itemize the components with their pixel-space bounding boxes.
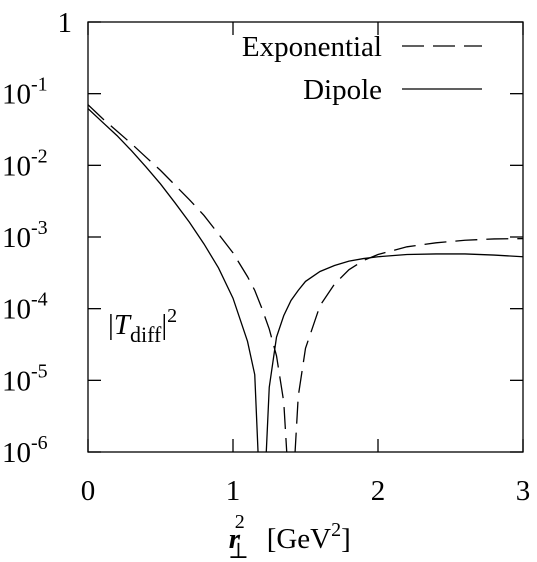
x-tick-label: 2 (371, 475, 386, 507)
legend-label: Dipole (303, 74, 382, 106)
y-tick-exp: -4 (31, 289, 48, 311)
y-tick-label: 10-4 (2, 289, 48, 326)
y-tick-base: 10 (2, 150, 31, 182)
x-label-symbol: r (229, 523, 241, 555)
x-label-unit: [GeV (267, 523, 331, 555)
y-tick-exp: -3 (31, 217, 48, 239)
annotation-sub: diff (130, 322, 162, 347)
annotation: |Tdiff|2 (108, 305, 177, 347)
y-tick-label: 10-1 (2, 74, 48, 111)
x-tick-label: 3 (516, 475, 531, 507)
x-label-sub: ⊥ (228, 538, 249, 562)
y-tick-base: 10 (2, 294, 31, 326)
legend-label: Exponential (242, 31, 382, 63)
y-tick-label: 1 (58, 7, 73, 39)
y-tick-label: 10-5 (2, 360, 48, 397)
x-label-unit-sup: 2 (331, 519, 341, 541)
data-line (88, 108, 523, 452)
y-tick-label: 10-3 (2, 217, 48, 254)
y-tick-base: 10 (2, 437, 31, 469)
y-tick-label: 10-2 (2, 145, 48, 182)
y-tick-label: 10-6 (2, 432, 48, 469)
y-tick-base: 10 (2, 79, 31, 111)
annotation-open: | (108, 309, 114, 341)
y-tick-exp: -2 (31, 145, 48, 167)
y-tick-base: 10 (2, 365, 31, 397)
data-line (88, 104, 523, 452)
annotation-symbol: T (114, 309, 132, 341)
x-label-unit-close: ] (341, 523, 351, 555)
plot-lines (88, 104, 523, 452)
y-tick-exp: -5 (31, 360, 48, 382)
y-tick-base: 10 (2, 222, 31, 254)
x-tick-label: 1 (226, 475, 241, 507)
annotation-close: | (161, 309, 167, 341)
y-tick-exp: -6 (31, 432, 48, 454)
x-label-sup: 2 (235, 511, 245, 533)
x-axis-label: r⊥2[GeV2] (228, 511, 351, 562)
x-tick-label: 0 (81, 475, 96, 507)
annotation-sup: 2 (167, 305, 177, 327)
y-tick-exp: -1 (31, 74, 48, 96)
